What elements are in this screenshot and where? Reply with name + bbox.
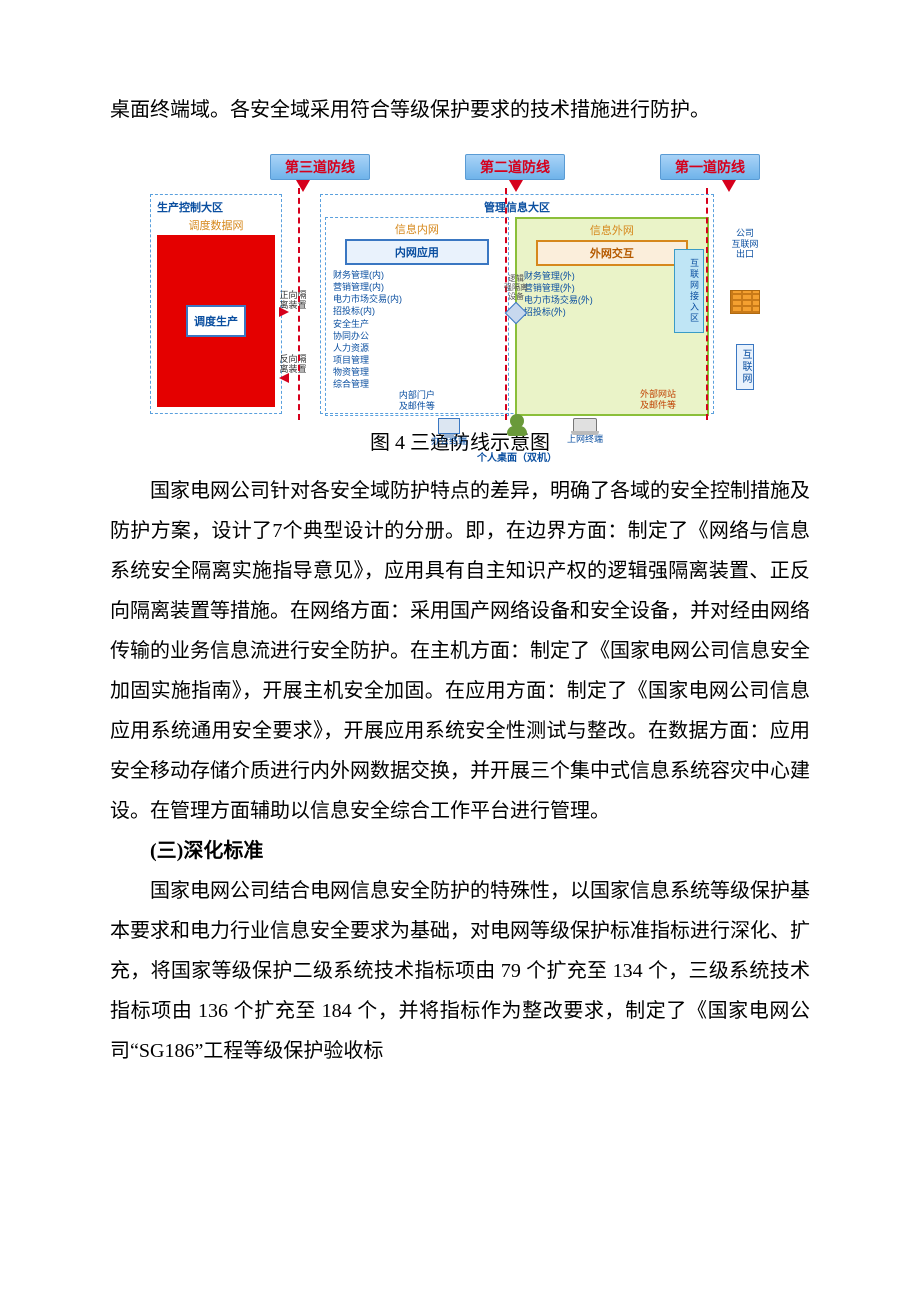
arrow-down-icon [509, 180, 523, 192]
firewall-icon [730, 290, 760, 314]
production-zone: 生产控制大区 调度数据网 调度生产 正向隔离装置 反向隔离装置 [150, 194, 282, 414]
arrow-down-icon [722, 180, 736, 192]
intro-line: 桌面终端域。各安全域采用符合等级保护要求的技术措施进行防护。 [110, 90, 810, 130]
paragraph-1: 国家电网公司针对各安全域防护特点的差异，明确了各域的安全控制措施及防护方案，设计… [110, 471, 810, 831]
mgmt-title: 管理信息大区 [325, 199, 709, 215]
office-terminal: 办公终端 [431, 418, 467, 447]
dispatch-net: 调度生产 正向隔离装置 反向隔离装置 [157, 235, 275, 407]
zone-a-title: 生产控制大区 [155, 199, 277, 217]
intranet-column: 信息内网 内网应用 财务管理(内) 营销管理(内) 电力市场交易(内) 招投标(… [325, 217, 509, 416]
logic-isolation-label: 逻辑 强隔离 设备 [501, 275, 531, 321]
defense-line-3 [298, 188, 300, 420]
dispatch-box: 调度生产 [186, 305, 246, 337]
defense-line-1 [706, 188, 708, 420]
fwd-isolation-icon [279, 307, 289, 317]
section-heading: (三)深化标准 [110, 831, 810, 871]
extranet-column: 信息外网 外网交互 财务管理(外) 营销管理(外) 电力市场交易(外) 招投标(… [515, 217, 709, 416]
intranet-list: 财务管理(内) 营销管理(内) 电力市场交易(内) 招投标(内) 安全生产 协同… [329, 269, 505, 390]
desktop-icon [438, 418, 460, 434]
extranet-app-box: 外网交互 [536, 240, 687, 266]
person-icon [510, 414, 524, 428]
web-terminal: 上网终端 [567, 418, 603, 447]
internet-box: 互联网 [736, 344, 754, 390]
paragraph-2: 国家电网公司结合电网信息安全防护的特殊性，以国家信息系统等级保护基本要求和电力行… [110, 871, 810, 1071]
company-exit-label: 公司 互联网 出口 [731, 228, 758, 260]
person-icon-wrap [507, 418, 527, 447]
defense-diagram: 第三道防线 第二道防线 第一道防线 生产控制大区 调度数据网 调度生产 正向隔离… [150, 154, 770, 414]
isolation-device-icon [505, 302, 528, 325]
desktop-label: 个人桌面（双机） [325, 449, 709, 464]
rev-isolation-icon [279, 371, 289, 383]
defense-label-1: 第一道防线 [660, 154, 760, 180]
defense-label-2: 第二道防线 [465, 154, 565, 180]
intranet-title: 信息内网 [329, 221, 505, 237]
intranet-bottom: 内部门户 及邮件等 [329, 390, 505, 412]
intranet-app-box: 内网应用 [345, 239, 490, 265]
laptop-icon [573, 418, 597, 432]
extranet-title: 信息外网 [520, 222, 704, 238]
defense-label-3: 第三道防线 [270, 154, 370, 180]
internet-access-zone: 互联网接入区 [674, 249, 704, 333]
management-zone: 管理信息大区 逻辑 强隔离 设备 信息内网 内网应用 财务管理(内) 营销管理(… [320, 194, 714, 414]
zone-a-subtitle: 调度数据网 [155, 217, 277, 233]
extranet-bottom: 外部网站 及邮件等 [520, 389, 704, 411]
internet-side: 公司 互联网 出口 互联网 [720, 194, 770, 414]
